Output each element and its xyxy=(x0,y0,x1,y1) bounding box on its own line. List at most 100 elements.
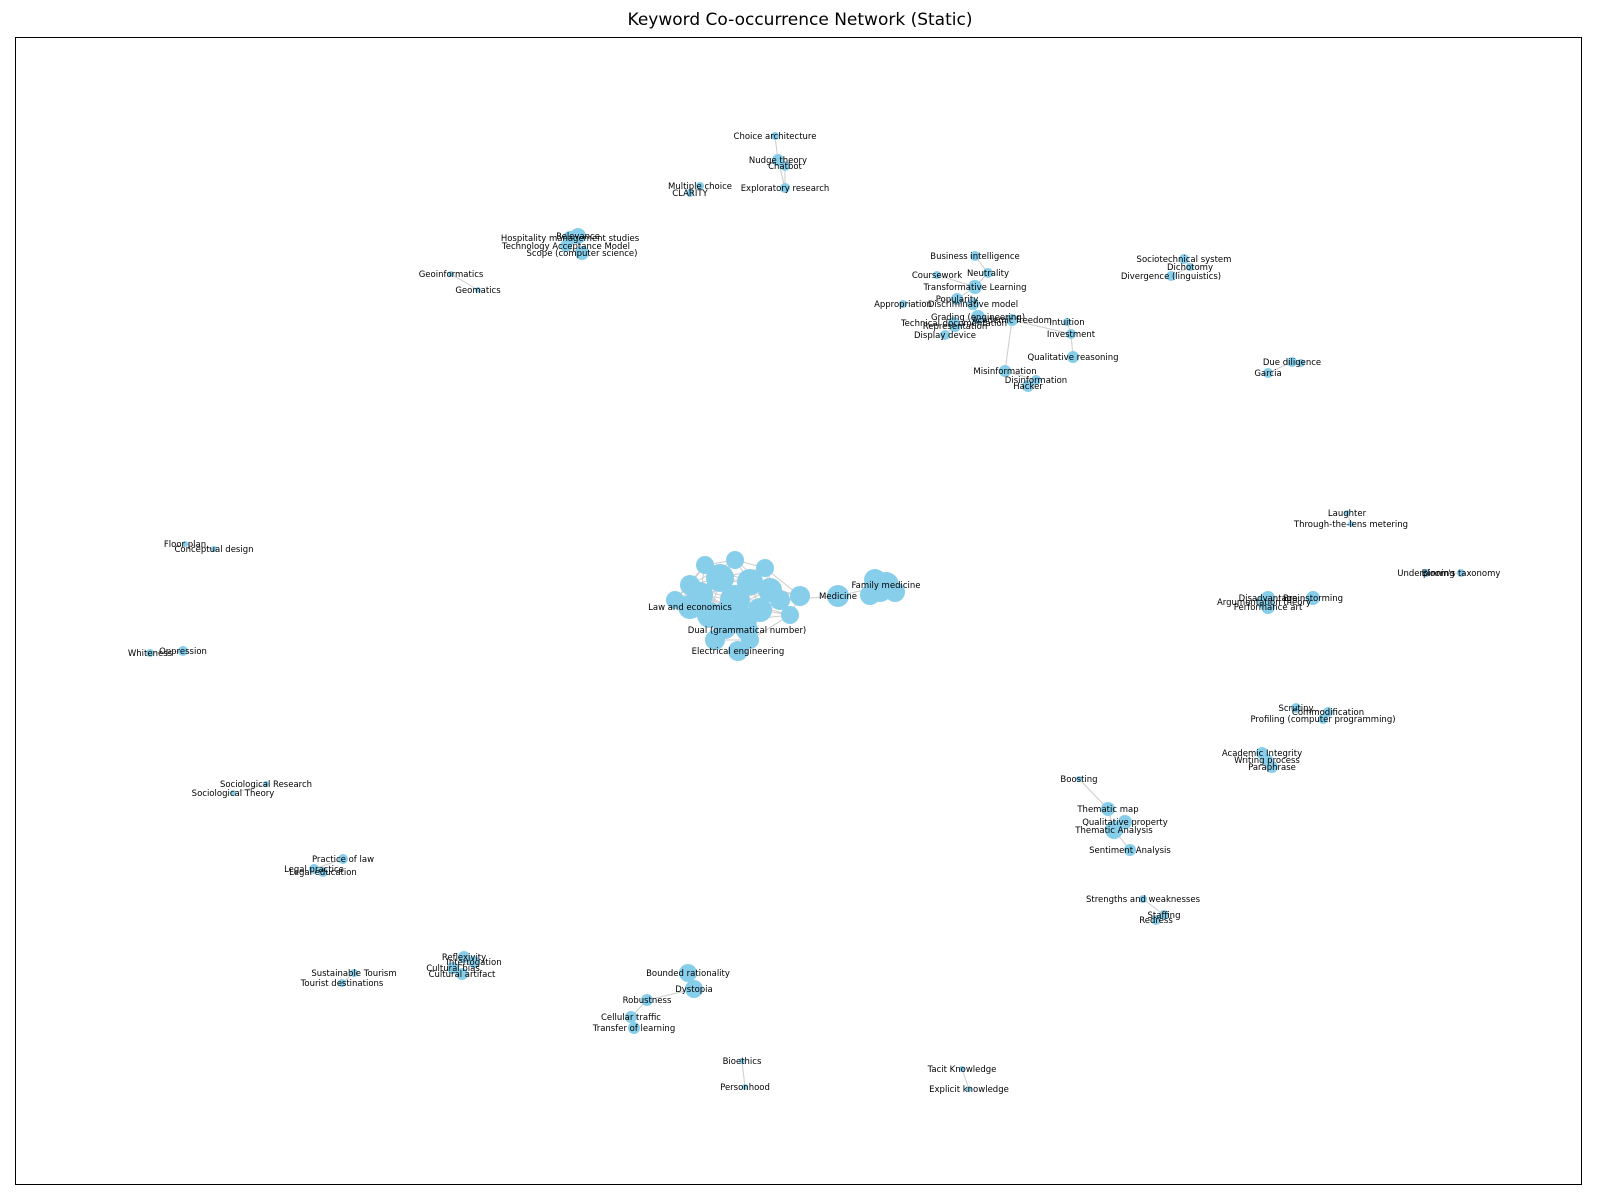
node-interrogation xyxy=(468,956,480,968)
node-floor-plan xyxy=(182,541,188,547)
node-through-the-lens-metering xyxy=(1348,521,1354,527)
node-sociological-theory xyxy=(230,790,236,796)
node-sentiment-analysis xyxy=(1124,844,1136,856)
network-edge xyxy=(1004,319,1013,372)
node-label: Intuition xyxy=(1049,318,1084,328)
node-sociotechnical-system xyxy=(1179,254,1189,264)
node-label: Scrutiny xyxy=(1278,704,1313,714)
node-sociological-research xyxy=(263,781,269,787)
network-edge xyxy=(184,543,215,550)
node-bounded-rationality xyxy=(679,964,697,982)
node-label: Cellular traffic xyxy=(601,1013,661,1023)
node-label: Brainstorming xyxy=(1283,594,1343,604)
node-bioethics xyxy=(739,1058,745,1064)
node-label: Discriminative model xyxy=(928,300,1018,310)
network-edge xyxy=(902,298,958,305)
node-display-device xyxy=(940,330,950,340)
node-label: Dichotomy xyxy=(1167,263,1213,273)
node-conceptual-design xyxy=(211,546,217,552)
node-clarity xyxy=(686,189,694,197)
node-label: Transformative Learning xyxy=(922,283,1026,293)
node-label: Laughter xyxy=(1328,509,1367,519)
node-sustainable-tourism xyxy=(350,969,358,977)
node-label: Tourist destinations xyxy=(300,979,384,989)
network-edge xyxy=(741,1060,746,1088)
node-cultural-bias xyxy=(447,962,459,974)
node-label: Personhood xyxy=(720,1083,770,1093)
node-label: Sentiment Analysis xyxy=(1089,846,1171,856)
node-practice-of-law xyxy=(338,854,348,864)
node-staffing xyxy=(1159,910,1169,920)
node-tacit-knowledge xyxy=(959,1066,965,1072)
node-bloom-s-taxonomy xyxy=(1457,569,1465,577)
node-label: Scope (computer science) xyxy=(527,249,638,259)
node-intuition xyxy=(1063,318,1071,326)
node-academic-freedom xyxy=(1006,314,1018,326)
node-underpinning xyxy=(1422,569,1430,577)
node-label: Sociological Theory xyxy=(192,789,275,799)
node-label: Geomatics xyxy=(455,286,501,296)
node-scrutiny xyxy=(1291,703,1301,713)
node-dystopia xyxy=(685,980,703,998)
node-label: Multiple choice xyxy=(668,182,732,192)
node-medicine xyxy=(827,585,849,607)
network-edge xyxy=(450,273,479,291)
node-label: Appropriation xyxy=(874,300,932,310)
node-label: Misinformation xyxy=(973,367,1036,377)
network-node xyxy=(770,590,790,610)
node-label: Boosting xyxy=(1060,775,1097,785)
node-reflexivity xyxy=(458,951,470,963)
network-edge xyxy=(1011,319,1072,335)
node-label: Bounded rationality xyxy=(646,969,730,979)
node-label: Writing process xyxy=(1234,756,1300,766)
node-label: Strengths and weaknesses xyxy=(1086,895,1201,905)
node-label: CLARITY xyxy=(672,189,708,199)
network-node xyxy=(726,551,744,569)
node-law-and-economics xyxy=(678,595,702,619)
node-label: Sociological Research xyxy=(220,780,312,790)
network-node xyxy=(705,630,725,650)
node-discriminative-model xyxy=(967,298,979,310)
node-explicit-knowledge xyxy=(966,1086,972,1092)
node-redress xyxy=(1151,915,1161,925)
node-label: Explicit knowledge xyxy=(929,1085,1009,1095)
node-label: Chatbot xyxy=(768,162,802,172)
node-label: Electrical engineering xyxy=(692,647,785,657)
node-qualitative-reasoning xyxy=(1067,351,1079,363)
node-misinformation xyxy=(999,365,1011,377)
node-technology-acceptance-model xyxy=(560,240,572,252)
node-label: Tacit Knowledge xyxy=(927,1065,997,1075)
node-label: Cultural bias xyxy=(426,964,480,974)
node-label: Through-the-lens metering xyxy=(1293,520,1408,530)
node-label: Disinformation xyxy=(1005,376,1067,386)
node-label: Legal practice xyxy=(284,865,344,875)
node-tourist-destinations xyxy=(338,979,346,987)
node-label: Geoinformatics xyxy=(419,270,484,280)
node-label: Divergence (linguistics) xyxy=(1121,272,1221,282)
node-label: Popularity xyxy=(936,295,979,305)
node-label: Bloom's taxonomy xyxy=(1422,569,1501,579)
node-label: Academic freedom xyxy=(972,316,1052,326)
node-label: Grading (engineering) xyxy=(931,313,1025,323)
network-edge xyxy=(313,858,344,870)
node-label: Argumentation theory xyxy=(1217,598,1311,608)
node-transfer-of-learning xyxy=(628,1022,640,1034)
node-popularity xyxy=(951,293,963,305)
node-robustness xyxy=(641,994,653,1006)
network-edge xyxy=(232,783,267,794)
network-node xyxy=(706,564,734,592)
node-label: Qualitative reasoning xyxy=(1027,353,1118,363)
node-dual-grammatical-number xyxy=(736,619,758,641)
node-label: Business intelligence xyxy=(930,252,1020,262)
node-label: Thematic Analysis xyxy=(1074,826,1153,836)
node-investment xyxy=(1066,329,1076,339)
node-paraphrase xyxy=(1266,761,1278,773)
node-transformative-learning xyxy=(968,280,982,294)
node-hacker xyxy=(1022,380,1034,392)
node-label: Garcia xyxy=(1254,369,1281,379)
node-oppression xyxy=(178,646,188,656)
node-label: Robustness xyxy=(623,996,672,1006)
node-disinformation xyxy=(1031,375,1041,385)
